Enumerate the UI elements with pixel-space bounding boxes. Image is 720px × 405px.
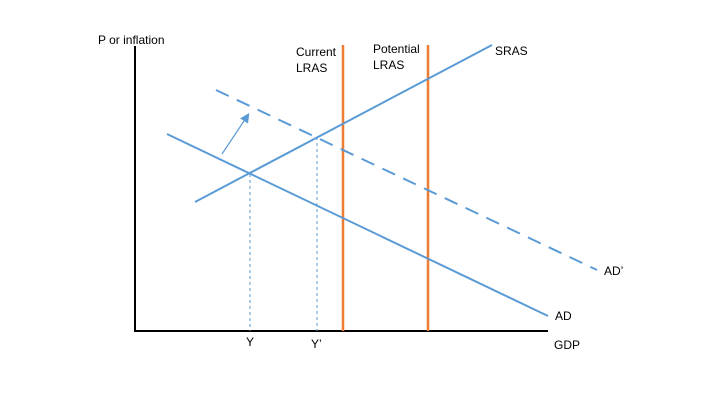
ad-shifted-label: AD’ [604, 264, 623, 278]
potential-lras-label-line1: Potential [373, 42, 420, 56]
ad-shifted-curve [215, 89, 598, 271]
x-axis-label: GDP [554, 338, 580, 352]
potential-lras-label-line2: LRAS [373, 58, 404, 72]
ad-curve [166, 133, 549, 317]
current-lras-label-line2: LRAS [296, 61, 327, 75]
shift-arrow [221, 113, 250, 155]
ad-label: AD [555, 309, 572, 323]
y-marker-label: Y [246, 335, 254, 349]
sras-label: SRAS [495, 44, 528, 58]
sras-curve [194, 44, 493, 203]
y-prime-marker-label: Y’ [311, 337, 322, 351]
y-axis-label: P or inflation [98, 33, 165, 47]
current-lras-label-line1: Current [296, 45, 337, 59]
